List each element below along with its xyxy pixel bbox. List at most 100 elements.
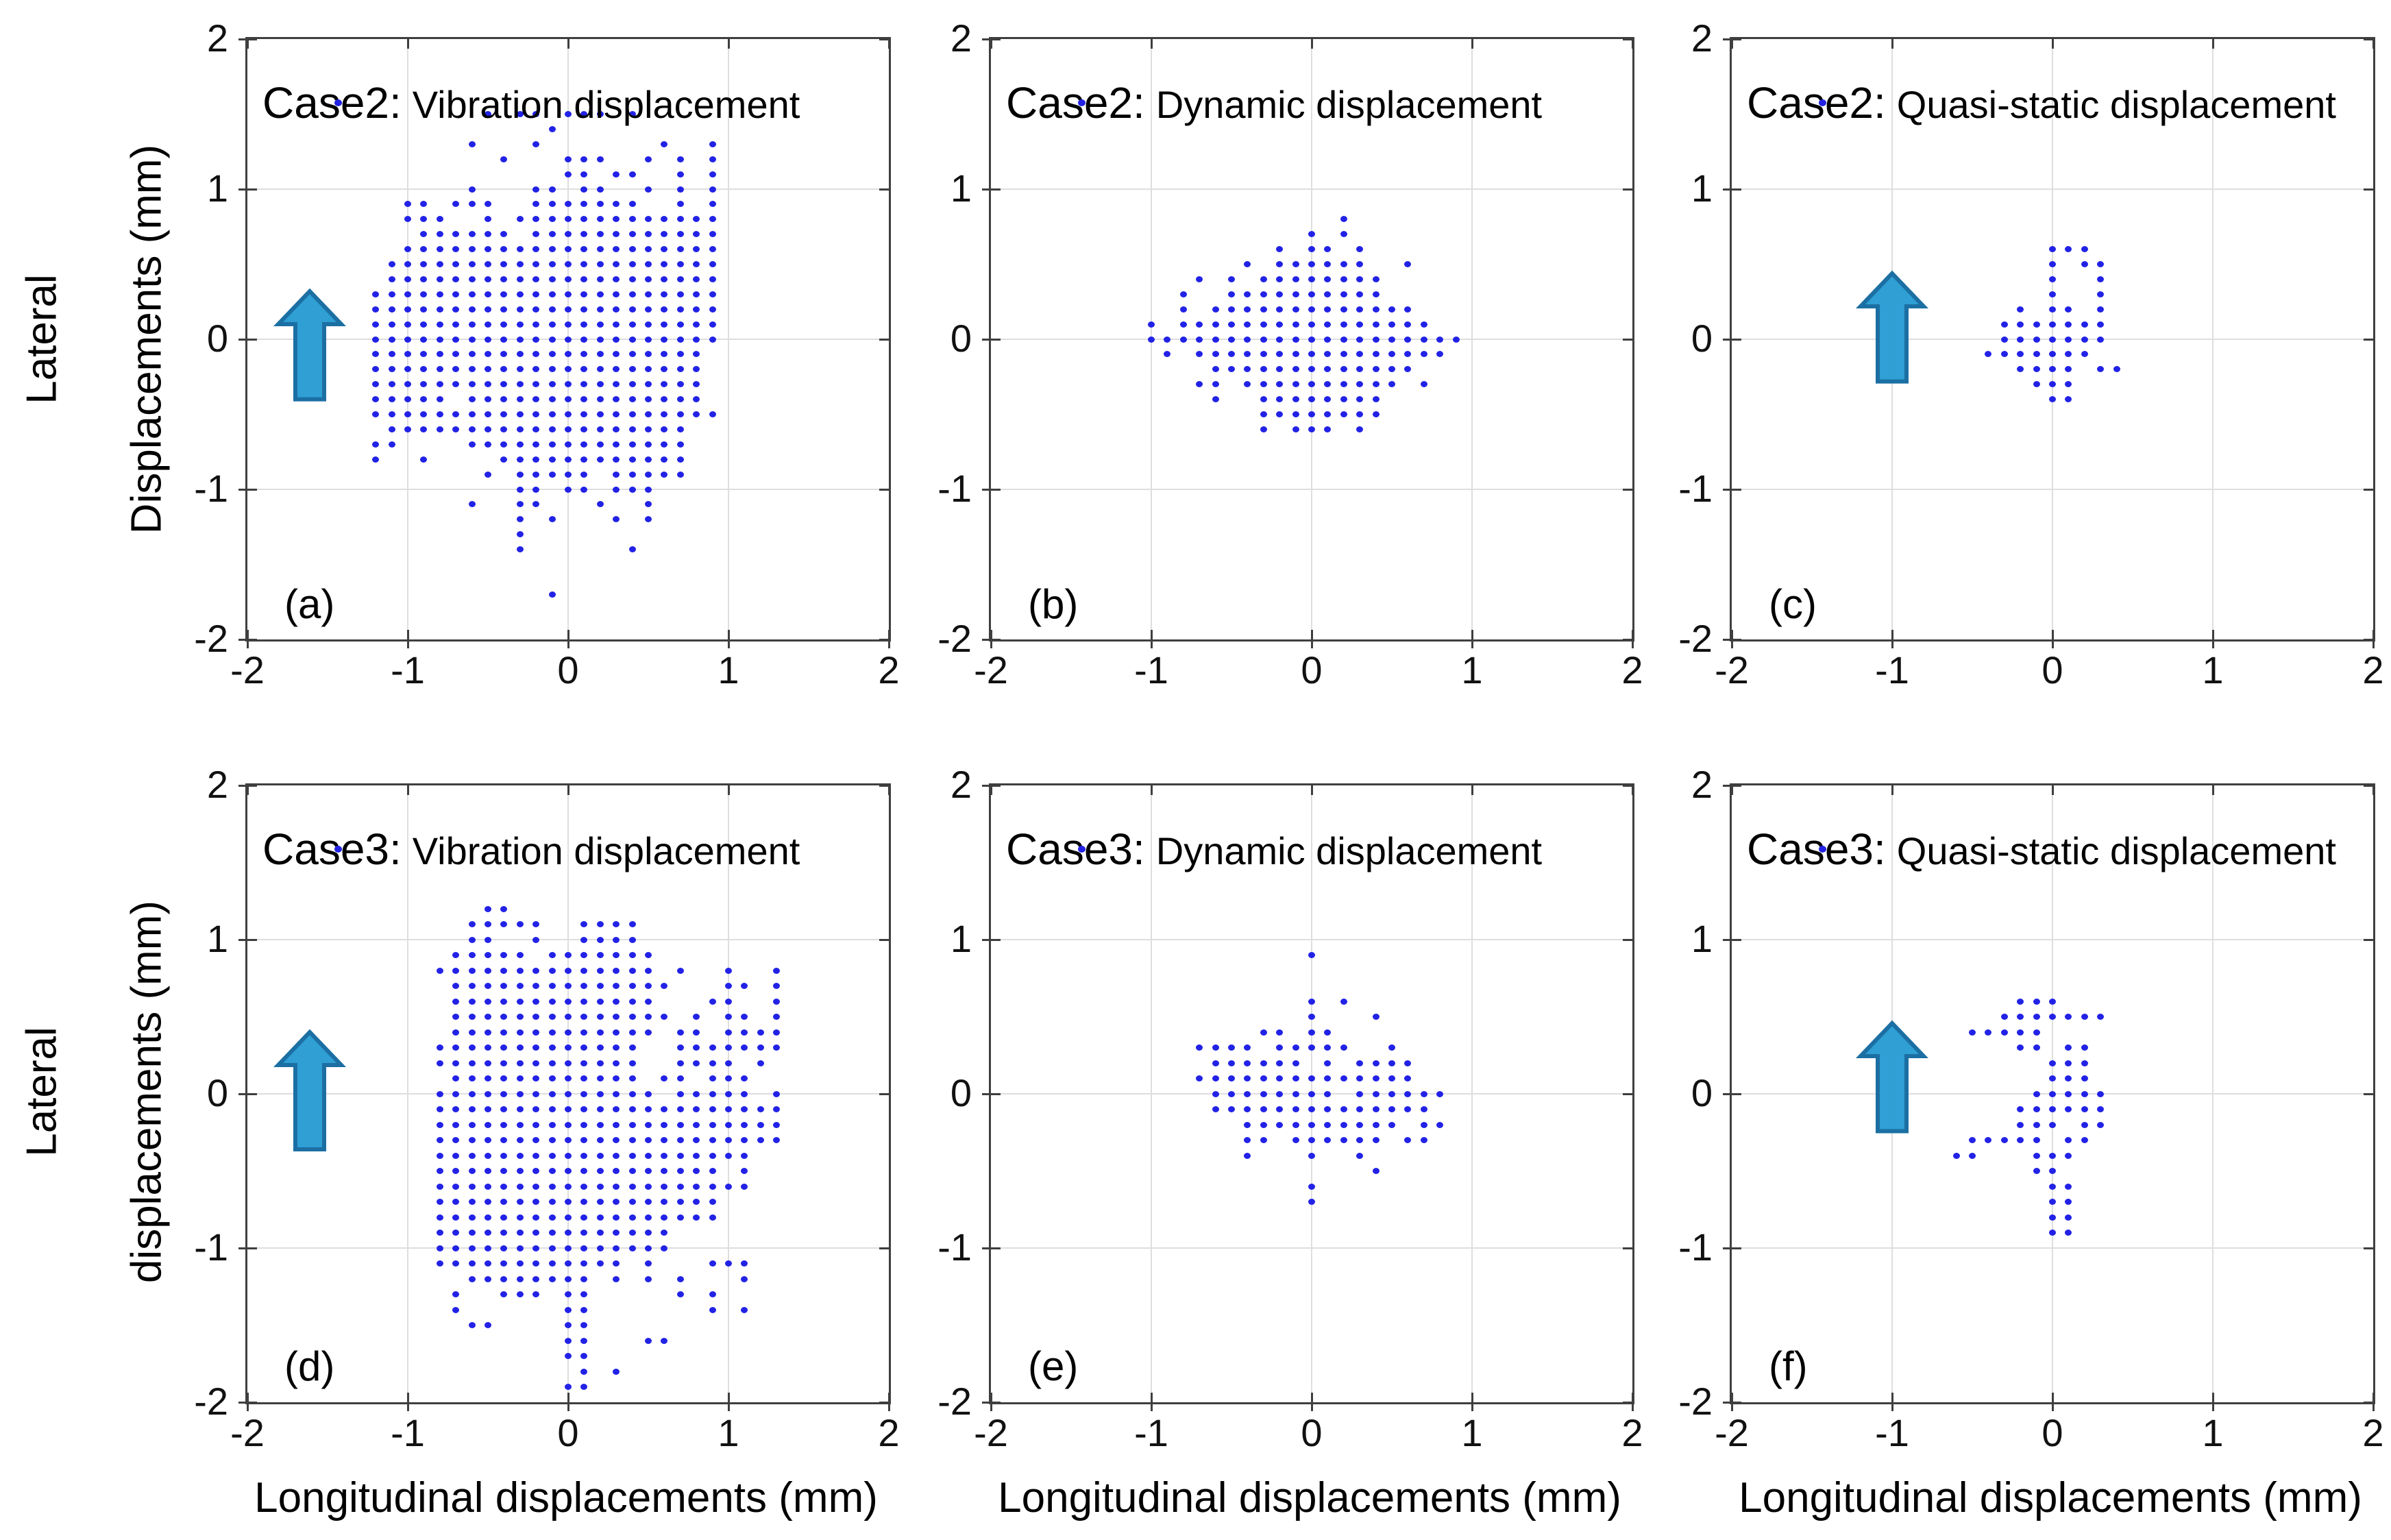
data-point bbox=[420, 381, 428, 388]
data-point bbox=[741, 1152, 748, 1159]
data-point bbox=[693, 1183, 700, 1190]
data-point bbox=[532, 1183, 540, 1190]
data-point bbox=[2017, 1029, 2024, 1036]
data-point bbox=[388, 426, 395, 432]
tick-x-bottom-outer bbox=[2372, 641, 2375, 648]
data-point bbox=[1308, 336, 1315, 343]
data-point bbox=[1356, 1137, 1364, 1143]
data-point bbox=[676, 1090, 684, 1097]
data-point bbox=[468, 1152, 476, 1159]
data-point bbox=[485, 1075, 491, 1081]
data-point bbox=[676, 336, 684, 343]
data-point bbox=[693, 306, 700, 313]
data-point bbox=[532, 1137, 540, 1143]
data-point bbox=[1292, 366, 1299, 373]
y-tick-label: -1 bbox=[937, 467, 972, 510]
data-point bbox=[1244, 381, 1251, 388]
x-tick-label: -2 bbox=[230, 648, 265, 692]
tick-x-bottom bbox=[567, 1393, 569, 1402]
data-point bbox=[693, 291, 700, 297]
data-point bbox=[596, 501, 604, 508]
data-point bbox=[532, 291, 540, 297]
data-point bbox=[676, 1275, 684, 1282]
load-direction-arrow-icon bbox=[1855, 1020, 1929, 1133]
data-point bbox=[645, 1275, 652, 1282]
data-point bbox=[532, 351, 540, 358]
data-point bbox=[485, 1275, 491, 1282]
tick-x-bottom-outer bbox=[1471, 1404, 1473, 1411]
data-point bbox=[580, 381, 588, 388]
data-point bbox=[565, 1291, 572, 1297]
data-point bbox=[516, 111, 524, 117]
data-point bbox=[548, 291, 556, 297]
data-point bbox=[628, 486, 636, 493]
data-point bbox=[388, 306, 395, 313]
data-point bbox=[645, 246, 652, 253]
data-point bbox=[565, 1060, 572, 1066]
data-point bbox=[532, 1168, 540, 1174]
data-point bbox=[645, 501, 652, 508]
data-point bbox=[661, 231, 668, 238]
data-point bbox=[1308, 1090, 1315, 1097]
tick-x-top bbox=[567, 785, 569, 795]
data-point bbox=[613, 456, 620, 463]
data-point bbox=[725, 1137, 732, 1143]
data-point bbox=[452, 426, 460, 432]
data-point bbox=[661, 1230, 668, 1236]
data-point bbox=[580, 1060, 588, 1066]
data-point bbox=[436, 351, 443, 358]
data-point bbox=[485, 321, 491, 328]
tick-y-left bbox=[247, 339, 257, 341]
tick-x-bottom-outer bbox=[247, 641, 249, 648]
data-point bbox=[1244, 1090, 1251, 1097]
data-point bbox=[372, 321, 380, 328]
tick-y-right bbox=[1623, 785, 1632, 787]
data-point bbox=[532, 411, 540, 417]
data-point bbox=[1196, 1075, 1203, 1081]
data-point bbox=[485, 1014, 491, 1020]
data-point bbox=[468, 936, 476, 943]
data-point bbox=[452, 231, 460, 238]
data-point bbox=[500, 1291, 508, 1297]
data-point bbox=[676, 201, 684, 208]
data-point bbox=[2033, 381, 2040, 388]
data-point bbox=[485, 426, 491, 432]
data-point bbox=[436, 426, 443, 432]
tick-x-bottom-outer bbox=[2052, 641, 2054, 648]
data-point bbox=[645, 952, 652, 958]
tick-y-left bbox=[991, 339, 1001, 341]
data-point bbox=[468, 1044, 476, 1051]
data-point bbox=[1969, 1152, 1976, 1159]
tick-y-right bbox=[2364, 188, 2373, 191]
tick-x-top bbox=[1632, 785, 1634, 795]
data-point bbox=[516, 546, 524, 553]
data-point bbox=[628, 351, 636, 358]
data-point bbox=[1356, 1106, 1364, 1112]
data-point bbox=[628, 411, 636, 417]
panel-title-subtitle: Quasi-static displacement bbox=[1896, 829, 2336, 872]
data-point bbox=[372, 456, 380, 463]
scatter-panel-e: -2 -1 0 1 2 2 1 0 -1 -2 Case3: Dynamic displacement… bbox=[937, 764, 1643, 1453]
data-point bbox=[580, 441, 588, 448]
data-point bbox=[1372, 351, 1380, 358]
data-point bbox=[709, 1044, 716, 1051]
data-point bbox=[676, 1075, 684, 1081]
data-point bbox=[516, 501, 524, 508]
data-point bbox=[1260, 381, 1267, 388]
data-point bbox=[532, 1121, 540, 1128]
data-point bbox=[548, 366, 556, 373]
data-point bbox=[404, 216, 411, 223]
data-point bbox=[709, 171, 716, 178]
data-point bbox=[613, 336, 620, 343]
x-tick-label: -1 bbox=[391, 648, 425, 692]
data-point bbox=[452, 1214, 460, 1221]
data-point bbox=[580, 111, 588, 117]
data-point bbox=[565, 276, 572, 282]
tick-y-right bbox=[879, 38, 889, 40]
data-point bbox=[773, 1014, 781, 1020]
tick-x-top bbox=[1151, 39, 1153, 49]
tick-x-bottom bbox=[2372, 1393, 2375, 1402]
data-point bbox=[596, 366, 604, 373]
data-point bbox=[516, 516, 524, 523]
tick-x-bottom-outer bbox=[990, 641, 992, 648]
